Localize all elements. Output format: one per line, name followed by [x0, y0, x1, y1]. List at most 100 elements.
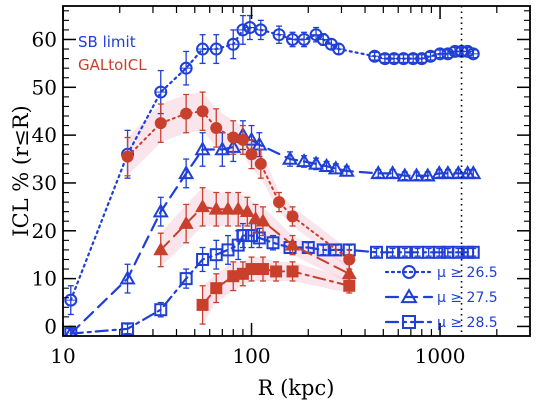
data-point	[154, 303, 168, 317]
y-tick-label: 40	[32, 123, 57, 147]
data-point	[398, 245, 412, 259]
data-point	[451, 245, 465, 259]
data-point	[245, 263, 258, 276]
data-point	[439, 165, 456, 180]
y-tick-label: 60	[32, 27, 57, 51]
data-point	[432, 245, 446, 259]
data-point	[285, 237, 300, 251]
data-point	[196, 298, 209, 311]
data-point	[180, 107, 193, 120]
data-point	[386, 245, 400, 259]
data-point	[179, 272, 193, 286]
x-tick-label: 10	[50, 344, 75, 368]
data-point	[178, 165, 195, 180]
data-point	[227, 270, 240, 283]
data-point	[236, 229, 250, 243]
data-point	[194, 141, 211, 156]
data-point	[329, 243, 343, 257]
data-point	[64, 327, 78, 336]
legend-marker-sample	[400, 288, 418, 304]
data-point	[465, 165, 482, 180]
data-point	[210, 282, 223, 295]
y-tick-label: 0	[44, 314, 57, 338]
legend-mu-26-5: μ ≥ 26.5	[437, 265, 498, 281]
series-1	[64, 120, 482, 336]
data-point	[396, 167, 413, 182]
data-point	[252, 231, 266, 245]
data-point	[121, 322, 135, 336]
legend-marker-sample	[402, 265, 416, 279]
data-point	[196, 252, 210, 266]
data-point	[214, 141, 231, 156]
data-point	[338, 162, 355, 177]
data-point	[227, 131, 240, 144]
data-point	[273, 196, 286, 209]
data-point	[220, 201, 236, 215]
data-point	[431, 165, 448, 180]
data-point	[466, 245, 480, 259]
y-tick-label: 30	[32, 171, 57, 195]
data-point	[230, 201, 246, 215]
data-point	[196, 105, 209, 118]
data-point	[195, 199, 211, 213]
data-point	[286, 210, 299, 223]
x-axis-label: R (kpc)	[258, 376, 335, 400]
legend-mu-28-5: μ ≥ 28.5	[437, 315, 498, 331]
data-point	[286, 265, 299, 278]
data-point	[270, 265, 283, 278]
data-point	[178, 215, 194, 229]
x-tick-label: 1000	[415, 344, 466, 368]
series-4	[153, 187, 357, 285]
data-point	[343, 279, 356, 292]
data-point	[450, 165, 467, 180]
legend-mu-27-5: μ ≥ 27.5	[437, 290, 498, 306]
data-point	[210, 121, 223, 134]
y-axis-label: ICL % (r≤R)	[9, 105, 33, 236]
data-point	[248, 211, 263, 225]
legend-galtoicl: GALtoICL	[78, 56, 147, 74]
data-point	[236, 133, 249, 146]
data-point	[318, 157, 335, 172]
data-point	[316, 243, 330, 257]
data-point	[245, 148, 258, 161]
data-point	[281, 150, 299, 165]
data-point	[154, 117, 167, 130]
data-point	[296, 153, 313, 168]
data-point	[239, 203, 255, 217]
data-point	[245, 229, 259, 243]
mu-legend: μ ≥ 26.5 μ ≥ 27.5 μ ≥ 28.5	[384, 265, 498, 331]
x-tick-label: 100	[232, 344, 270, 368]
data-point	[208, 201, 224, 215]
data-point	[255, 213, 271, 227]
series-5	[196, 256, 356, 325]
y-tick-label: 50	[32, 75, 57, 99]
data-point	[266, 236, 280, 250]
y-tick-label: 10	[32, 267, 57, 291]
data-point	[121, 150, 134, 163]
legend-marker-sample	[402, 315, 416, 329]
series-layer	[64, 14, 482, 336]
data-point	[254, 157, 267, 170]
method-legend: SB limit GALtoICL	[78, 33, 147, 74]
plot-frame	[62, 5, 531, 337]
data-point	[369, 245, 383, 259]
data-point	[152, 203, 169, 218]
data-point	[256, 263, 269, 276]
series-2	[64, 222, 480, 336]
series-3	[121, 91, 356, 270]
data-point	[119, 270, 136, 285]
data-point	[308, 155, 325, 170]
data-point	[419, 167, 436, 182]
data-point	[327, 160, 344, 175]
data-point	[153, 242, 169, 256]
data-point	[408, 167, 425, 182]
mu-legend-samples	[384, 265, 434, 329]
series-3-error-band	[127, 92, 350, 270]
legend-sb-limit: SB limit	[78, 33, 136, 51]
data-point	[343, 253, 356, 266]
data-point	[384, 165, 401, 180]
axis-tick-labels: 10 100 1000 0 10 20 30 40 50 60	[32, 27, 466, 368]
axis-ticks	[62, 6, 531, 336]
y-tick-label: 20	[32, 219, 57, 243]
